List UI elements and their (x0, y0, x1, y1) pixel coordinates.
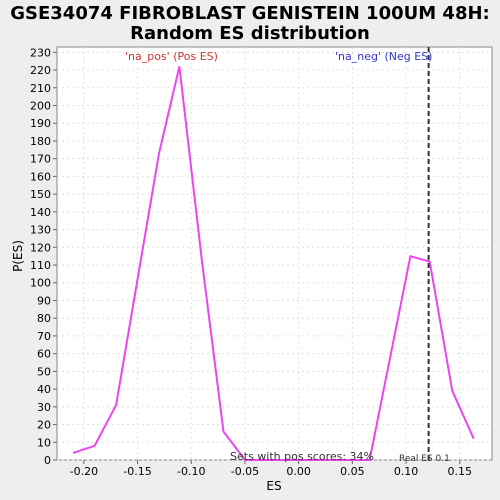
y-tick-label: 70 (37, 330, 51, 343)
y-tick-label: 20 (37, 419, 51, 432)
y-tick-label: 160 (30, 170, 51, 183)
y-tick-label: 230 (30, 46, 51, 59)
y-tick-label: 30 (37, 401, 51, 414)
y-tick-label: 220 (30, 64, 51, 77)
series-layer (72, 66, 475, 461)
y-tick-label: 110 (30, 259, 51, 272)
x-tick-label: -0.20 (70, 465, 98, 478)
pos-es-label: 'na_pos' (Pos ES) (125, 50, 218, 63)
y-tick-label: 180 (30, 135, 51, 148)
y-axis-title: P(ES) (11, 240, 25, 272)
es-series-line (72, 66, 475, 461)
y-tick-label: 60 (37, 348, 51, 361)
y-tick-label: 100 (30, 277, 51, 290)
y-axis-ticks: 0 10 20 30 40 50 60 70 80 90 100 110 120 130 140 150 160… (30, 46, 57, 467)
y-tick-label: 90 (37, 294, 51, 307)
y-tick-label: 80 (37, 312, 51, 325)
y-tick-label: 170 (30, 153, 51, 166)
y-tick-label: 50 (37, 365, 51, 378)
chart-title-line2: Random ES distribution (130, 23, 370, 44)
plot-area (56, 46, 493, 461)
pos-score-label: Sets with pos scores: 34% (230, 450, 374, 463)
y-tick-label: 40 (37, 383, 51, 396)
y-tick-label: 190 (30, 117, 51, 130)
x-tick-label: 0.15 (448, 465, 473, 478)
y-tick-label: 10 (37, 436, 51, 449)
x-tick-label: 0.00 (286, 465, 311, 478)
grid (57, 47, 492, 461)
y-tick-label: 150 (30, 188, 51, 201)
neg-es-label: 'na_neg' (Neg ES) (335, 50, 432, 63)
x-axis-title: ES (266, 479, 281, 493)
x-axis-ticks: -0.20 -0.15 -0.10 -0.05 0.00 0.05 0.10 0.15 (70, 460, 472, 478)
x-tick-label: 0.10 (394, 465, 419, 478)
y-tick-label: 200 (30, 99, 51, 112)
real-es-label: Real ES 0.1 (399, 454, 450, 464)
y-tick-label: 0 (44, 454, 51, 467)
y-tick-label: 130 (30, 224, 51, 237)
y-tick-label: 140 (30, 206, 51, 219)
x-tick-label: -0.10 (177, 465, 205, 478)
x-tick-label: -0.05 (231, 465, 259, 478)
y-tick-label: 120 (30, 241, 51, 254)
chart-title-line1: GSE34074 FIBROBLAST GENISTEIN 100UM 48H: (10, 3, 490, 24)
x-tick-label: -0.15 (123, 465, 151, 478)
x-tick-label: 0.05 (340, 465, 365, 478)
y-tick-label: 210 (30, 82, 51, 95)
